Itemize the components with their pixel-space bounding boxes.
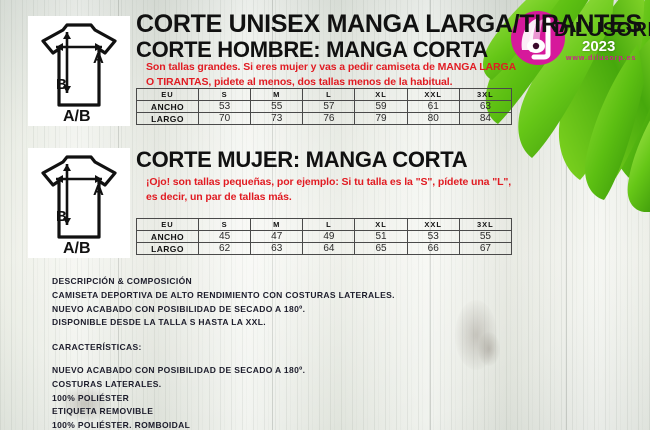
cell-ancho-xl: 59 bbox=[354, 100, 408, 113]
cell-ancho-m: 47 bbox=[250, 230, 304, 243]
cell-largo-xxl: 80 bbox=[406, 112, 460, 125]
th-3xl: 3XL bbox=[458, 88, 513, 101]
cell-ancho-xl: 51 bbox=[354, 230, 408, 243]
cell-largo-m: 63 bbox=[250, 242, 304, 255]
title-mujer: CORTE MUJER: MANGA CORTA bbox=[136, 147, 468, 172]
plank-seam bbox=[272, 0, 273, 430]
tshirt-diagram-mujer: A B A/B bbox=[28, 148, 130, 258]
wood-knot bbox=[60, 386, 110, 422]
th-3xl: 3XL bbox=[458, 218, 513, 231]
th-m: M bbox=[250, 88, 304, 101]
cell-ancho-xxl: 53 bbox=[406, 230, 460, 243]
size-table-mujer: EU S M L XL XXL 3XL ANCHO 45 47 49 51 53… bbox=[136, 218, 513, 255]
tshirt-diagram-unisex: A B A/B bbox=[28, 16, 130, 126]
th-xl: XL bbox=[354, 88, 408, 101]
cell-ancho-3xl: 55 bbox=[458, 230, 513, 243]
th-m: M bbox=[250, 218, 304, 231]
th-s: S bbox=[197, 88, 252, 101]
cell-largo-s: 70 bbox=[197, 112, 252, 125]
cell-ancho-l: 57 bbox=[302, 100, 356, 113]
row-label-largo: LARGO bbox=[136, 242, 199, 255]
cell-ancho-s: 45 bbox=[197, 230, 252, 243]
title-unisex-line2: CORTE HOMBRE: MANGA CORTA bbox=[136, 37, 488, 62]
th-xxl: XXL bbox=[406, 88, 460, 101]
cell-largo-xl: 65 bbox=[354, 242, 408, 255]
row-label-ancho: ANCHO bbox=[136, 230, 199, 243]
cell-ancho-s: 53 bbox=[197, 100, 252, 113]
note-mujer: ¡Ojo! son tallas pequeñas, por ejemplo: … bbox=[146, 176, 512, 204]
cell-ancho-l: 49 bbox=[302, 230, 356, 243]
th-xl: XL bbox=[354, 218, 408, 231]
table-header-row: EU S M L XL XXL 3XL bbox=[136, 88, 513, 101]
th-l: L bbox=[302, 88, 356, 101]
cell-largo-3xl: 67 bbox=[458, 242, 513, 255]
row-label-ancho: ANCHO bbox=[136, 100, 199, 113]
plank-seam bbox=[566, 0, 567, 430]
svg-text:B: B bbox=[56, 76, 67, 93]
th-l: L bbox=[302, 218, 356, 231]
svg-text:A/B: A/B bbox=[63, 108, 91, 125]
title-unisex-line1: CORTE UNISEX MANGA LARGA/TIRANTES bbox=[136, 10, 642, 38]
cell-largo-xl: 79 bbox=[354, 112, 408, 125]
cell-largo-3xl: 84 bbox=[458, 112, 513, 125]
table-header-row: EU S M L XL XXL 3XL bbox=[136, 218, 513, 231]
th-s: S bbox=[197, 218, 252, 231]
table-row-ancho: ANCHO 45 47 49 51 53 55 bbox=[136, 230, 513, 243]
size-table-unisex: EU S M L XL XXL 3XL ANCHO 53 55 57 59 61… bbox=[136, 88, 513, 125]
svg-text:A/B: A/B bbox=[63, 240, 91, 257]
svg-text:A: A bbox=[93, 182, 104, 199]
description-block: DESCRIPCIÓN & COMPOSICIÓN CAMISETA DEPOR… bbox=[52, 276, 395, 328]
brand-name: DILUSORP bbox=[554, 19, 650, 41]
wood-knot bbox=[455, 300, 497, 370]
tshirt-measure-icon: A B A/B bbox=[41, 23, 117, 125]
cell-largo-m: 73 bbox=[250, 112, 304, 125]
row-label-largo: LARGO bbox=[136, 112, 199, 125]
wood-knot bbox=[478, 332, 500, 366]
features-list: NUEVO ACABADO CON POSIBILIDAD DE SECADO … bbox=[52, 365, 306, 430]
brand-year: 2023 bbox=[582, 38, 616, 55]
table-row-ancho: ANCHO 53 55 57 59 61 63 bbox=[136, 100, 513, 113]
cell-largo-l: 64 bbox=[302, 242, 356, 255]
table-row-largo: LARGO 70 73 76 79 80 84 bbox=[136, 112, 513, 125]
cell-ancho-xxl: 61 bbox=[406, 100, 460, 113]
cell-largo-l: 76 bbox=[302, 112, 356, 125]
features-heading: CARACTERÍSTICAS: bbox=[52, 342, 142, 352]
svg-text:B: B bbox=[56, 208, 67, 225]
cell-ancho-3xl: 63 bbox=[458, 100, 513, 113]
dilusorp-circle-d-icon bbox=[511, 11, 565, 65]
plank-seam bbox=[430, 0, 431, 430]
th-eu: EU bbox=[136, 88, 199, 101]
th-xxl: XXL bbox=[406, 218, 460, 231]
cell-largo-xxl: 66 bbox=[406, 242, 460, 255]
note-unisex: Son tallas grandes. Si eres mujer y vas … bbox=[146, 61, 516, 89]
cell-ancho-m: 55 bbox=[250, 100, 304, 113]
brand-url: www.dilusorp.es bbox=[566, 55, 637, 62]
brand-logo: DILUSORP 2023 www.dilusorp.es bbox=[508, 6, 650, 70]
svg-text:A: A bbox=[93, 50, 104, 67]
table-row-largo: LARGO 62 63 64 65 66 67 bbox=[136, 242, 513, 255]
tshirt-measure-icon: A B A/B bbox=[41, 155, 117, 257]
cell-largo-s: 62 bbox=[197, 242, 252, 255]
th-eu: EU bbox=[136, 218, 199, 231]
